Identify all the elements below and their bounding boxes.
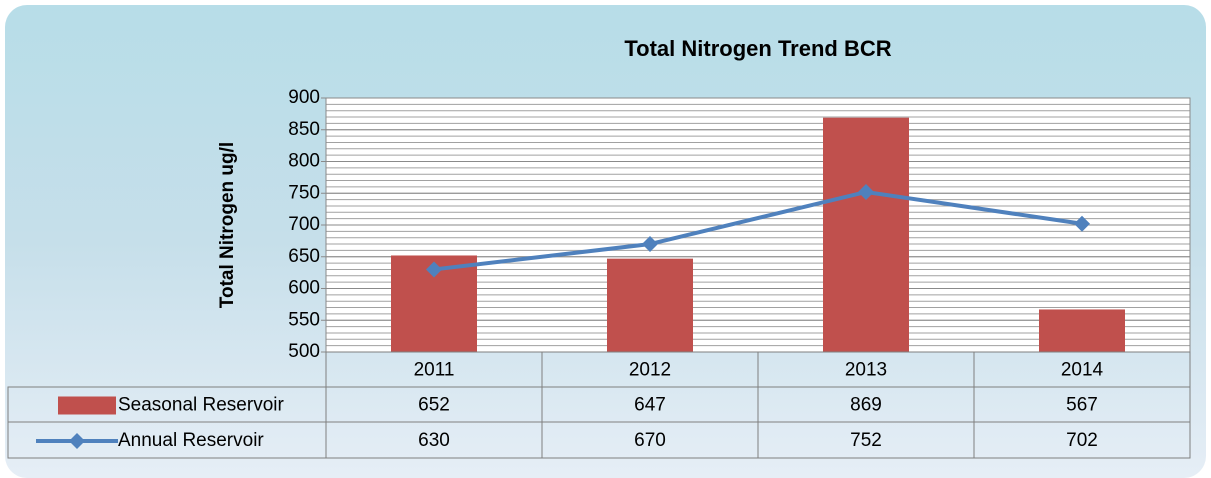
legend-label: Seasonal Reservoir: [118, 395, 284, 416]
bar: [607, 258, 693, 352]
marker: [1074, 215, 1090, 232]
legend-key: [58, 396, 116, 415]
bar: [1039, 309, 1125, 352]
line: [433, 189, 1083, 272]
marker: [426, 261, 442, 278]
y-tick-label: 900: [288, 87, 320, 108]
y-tick-label: 550: [288, 309, 320, 330]
y-tick-label: 600: [288, 278, 320, 299]
table-value: 567: [1066, 395, 1098, 416]
table-value: 647: [634, 395, 666, 416]
x-tick-label: 2011: [414, 360, 455, 381]
table-value: 630: [418, 430, 450, 451]
x-tick-label: 2013: [845, 360, 887, 381]
x-tick-label: 2014: [1061, 360, 1104, 381]
marker: [858, 183, 874, 200]
y-axis-label: Total Nitrogen ug/l: [217, 142, 238, 308]
y-tick-label: 750: [288, 182, 320, 203]
y-tick-label: 500: [288, 341, 320, 362]
x-tick-label: 2012: [629, 360, 671, 381]
y-tick-label: 800: [288, 151, 320, 172]
y-tick-label: 700: [288, 214, 320, 235]
table-value: 869: [850, 395, 882, 416]
chart-title: Total Nitrogen Trend BCR: [624, 36, 891, 61]
marker: [642, 236, 658, 253]
bar: [823, 117, 909, 352]
table-value: 752: [850, 430, 882, 451]
table-value: 652: [418, 395, 450, 416]
legend-key: [69, 433, 85, 449]
y-tick-label: 850: [288, 119, 320, 140]
table-value: 670: [634, 430, 666, 451]
legend-label: Annual Reservoir: [118, 430, 264, 451]
y-tick-label: 650: [288, 246, 320, 267]
table-value: 702: [1066, 430, 1098, 451]
table-cell: [973, 421, 1191, 459]
